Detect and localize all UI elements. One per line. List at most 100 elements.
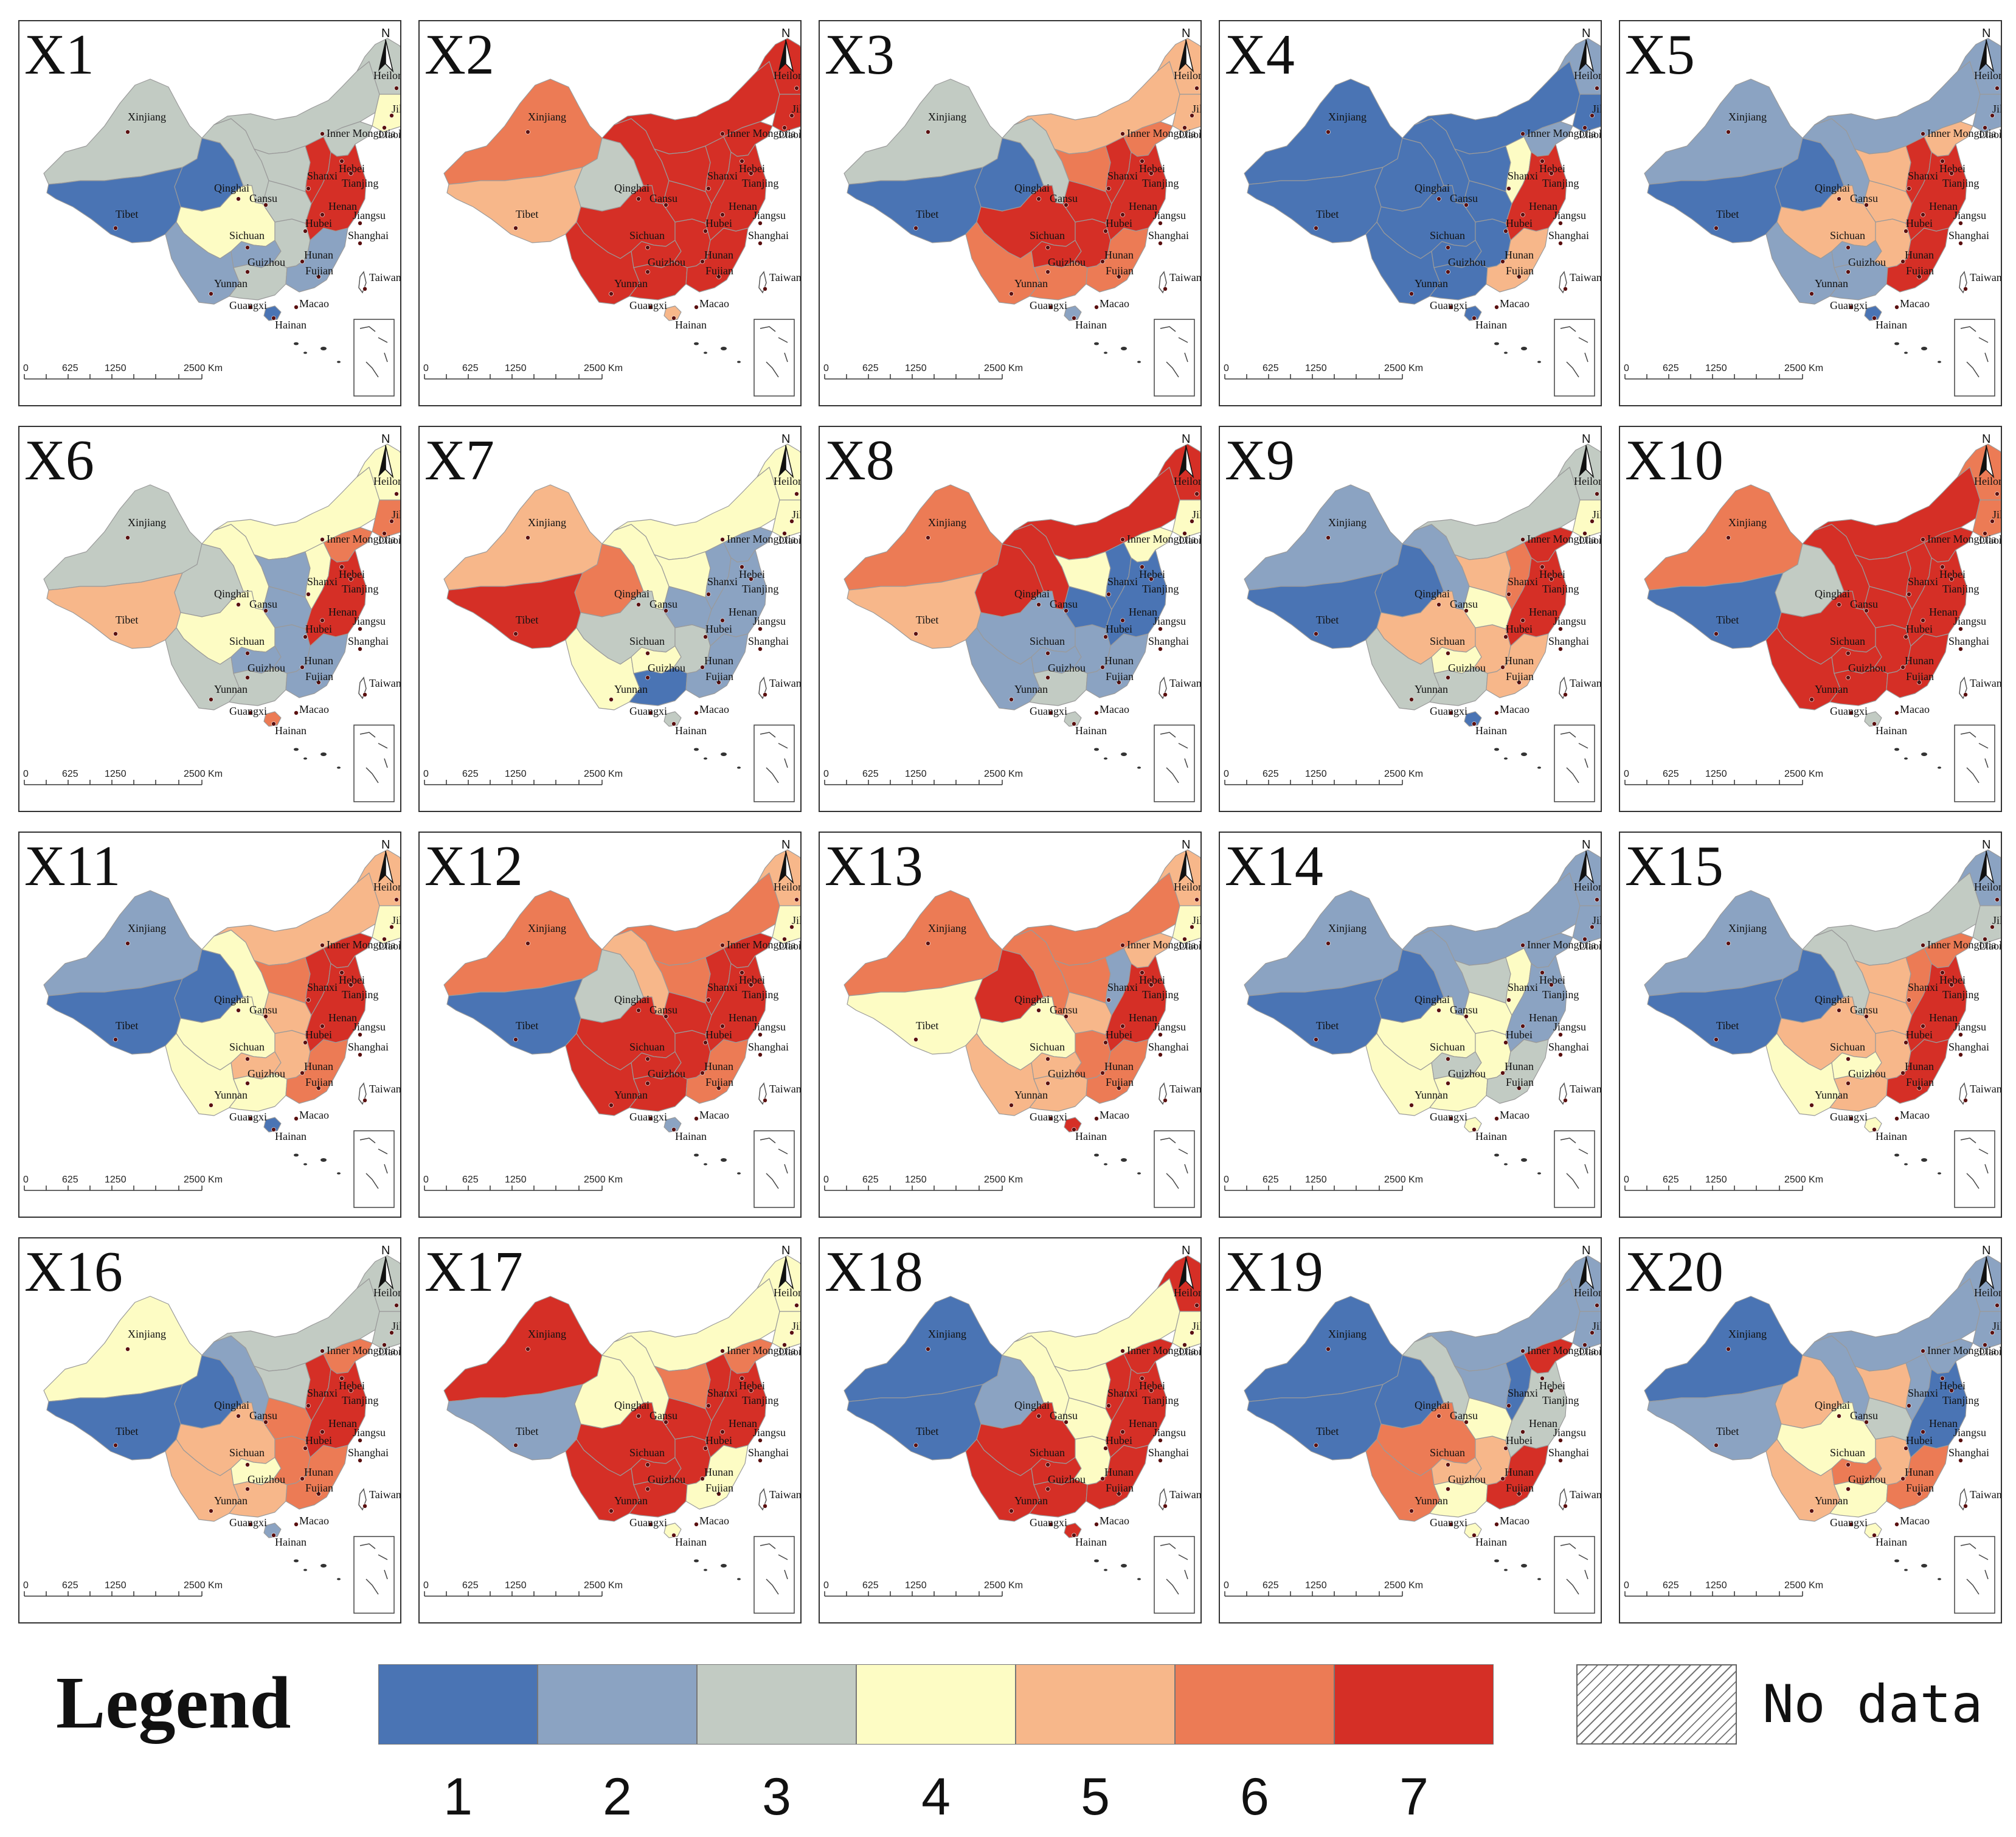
region-jilin-liaoning — [1172, 94, 1200, 133]
map-panel-x11: Xinjiang Tibet Qinghai Gansu Inner Mongoria … — [18, 832, 401, 1218]
scale-label: 2500 Km — [1384, 769, 1423, 779]
scale-label: 1250 — [1305, 1175, 1327, 1185]
scale-label: 2500 Km — [984, 363, 1023, 373]
region-guangxi — [1829, 1478, 1888, 1518]
place-label-guizhou: Guizhou — [648, 662, 685, 674]
north-label: N — [781, 1244, 790, 1257]
region-fujian-south — [685, 1445, 749, 1510]
north-label: N — [1182, 27, 1190, 40]
scale-label: 0 — [23, 1175, 29, 1185]
place-label-heilongjiang: Heilongjiang — [1974, 475, 2002, 487]
north-label: N — [1982, 1244, 1990, 1257]
north-label: N — [381, 432, 390, 446]
place-label-sichuan: Sichuan — [229, 1446, 265, 1459]
place-label-tianjing: Tianjing — [1542, 583, 1579, 595]
panel-label: X12 — [424, 835, 523, 898]
scale-bar — [824, 780, 1003, 785]
place-label-jilin: Jilin — [1992, 509, 2002, 521]
place-label-sichuan: Sichuan — [1430, 1041, 1465, 1053]
place-label-hebei: Hebei — [1139, 1380, 1165, 1392]
city-dots — [1314, 86, 1599, 321]
legend-number-5: 5 — [1081, 1768, 1110, 1826]
scale-label: 625 — [862, 769, 879, 779]
scale-label: 625 — [862, 1580, 879, 1591]
place-label-tibet: Tibet — [916, 208, 938, 220]
scale-label: 0 — [1624, 769, 1629, 779]
place-label-fujian: Fujian — [1906, 1482, 1934, 1494]
place-label-gansu: Gansu — [1450, 1409, 1478, 1422]
place-label-macao: Macao — [299, 703, 329, 715]
region-hainan — [1864, 1523, 1882, 1538]
place-label-jilin: Jilin — [792, 103, 802, 115]
panel-label: X6 — [24, 429, 94, 492]
place-label-tianjing: Tianjing — [1542, 177, 1579, 189]
place-label-shanxi: Shanxi — [307, 981, 338, 993]
scale-label: 0 — [1224, 1175, 1229, 1185]
north-label: N — [1582, 27, 1590, 40]
place-label-jiangsu: Jiangsu — [1553, 615, 1586, 627]
place-label-heilongjiang: Heilongjiang — [373, 69, 401, 82]
place-label-heilongjiang: Heilongjiang — [1174, 1287, 1202, 1299]
place-label-henan: Henan — [1529, 606, 1557, 618]
place-label-tibet: Tibet — [516, 208, 538, 220]
place-label-hebei: Hebei — [339, 974, 365, 986]
place-label-qinghai: Qinghai — [1415, 588, 1450, 600]
place-label-hubei: Hubei — [1106, 1029, 1132, 1041]
scale-label: 0 — [823, 363, 829, 373]
place-label-jilin: Jilin — [392, 103, 401, 115]
scale-label: 1250 — [1705, 1175, 1727, 1185]
region-fujian-south — [1486, 1039, 1549, 1104]
place-label-xinjiang: Xinjiang — [1728, 1328, 1767, 1340]
place-label-guangxi: Guangxi — [629, 705, 667, 717]
place-label-shanghai: Shanghai — [748, 1446, 789, 1459]
scale-label: 2500 Km — [584, 363, 623, 373]
place-label-taiwan: Taiwan — [769, 677, 802, 689]
scale-label: 2500 Km — [984, 1175, 1023, 1185]
place-label-shanxi: Shanxi — [1508, 981, 1538, 993]
region-jilin-liaoning — [772, 1311, 800, 1350]
place-label-heilongjiang: Heilongjiang — [1174, 69, 1202, 82]
scale-label: 1250 — [105, 769, 126, 779]
place-label-macao: Macao — [299, 297, 329, 310]
place-label-shanghai: Shanghai — [1948, 635, 1989, 647]
place-label-xinjiang: Xinjiang — [128, 1328, 166, 1340]
place-label-liaoning: Liaoning — [1579, 940, 1602, 952]
city-dots — [1314, 491, 1599, 726]
region-fujian-south — [285, 227, 348, 293]
place-label-sichuan: Sichuan — [1830, 229, 1865, 241]
place-label-taiwan: Taiwan — [369, 1488, 401, 1501]
city-dots — [113, 86, 399, 321]
place-label-hainan: Hainan — [1075, 1130, 1107, 1142]
place-label-inner_mongolia: Inner Mongoria IM — [1127, 1344, 1202, 1356]
place-label-inner_mongolia: Inner Mongoria IM — [727, 533, 802, 545]
scale-label: 2500 Km — [984, 1580, 1023, 1591]
north-arrow-icon: N — [778, 432, 794, 479]
place-label-shanxi: Shanxi — [1508, 1387, 1538, 1399]
place-label-tianjing: Tianjing — [742, 1394, 778, 1406]
region-fujian-south — [1086, 227, 1149, 293]
place-label-heilongjiang: Heilongjiang — [1174, 475, 1202, 487]
place-label-hainan: Hainan — [1876, 1130, 1907, 1142]
place-label-tibet: Tibet — [916, 1019, 938, 1032]
place-label-xinjiang: Xinjiang — [528, 922, 566, 934]
place-label-taiwan: Taiwan — [1970, 271, 2002, 283]
place-label-guizhou: Guizhou — [1448, 1068, 1486, 1080]
place-label-guangxi: Guangxi — [629, 1111, 667, 1123]
legend-number-4: 4 — [921, 1768, 951, 1826]
region-hainan — [663, 711, 682, 727]
region-jilin-liaoning — [772, 499, 800, 538]
scale-label: 2500 Km — [1784, 1580, 1823, 1591]
place-label-gansu: Gansu — [1850, 1004, 1878, 1016]
south-china-sea-inset — [1954, 319, 1995, 397]
place-label-fujian: Fujian — [1906, 670, 1934, 682]
scale-label: 625 — [1263, 1580, 1279, 1591]
place-label-hunan: Hunan — [1905, 249, 1934, 261]
place-label-fujian: Fujian — [305, 1482, 333, 1494]
place-label-shanxi: Shanxi — [1107, 981, 1138, 993]
place-label-hunan: Hunan — [1905, 1466, 1934, 1478]
place-label-shanxi: Shanxi — [1107, 1387, 1138, 1399]
scale-bar — [24, 780, 203, 785]
scale-label: 0 — [1624, 1580, 1629, 1591]
